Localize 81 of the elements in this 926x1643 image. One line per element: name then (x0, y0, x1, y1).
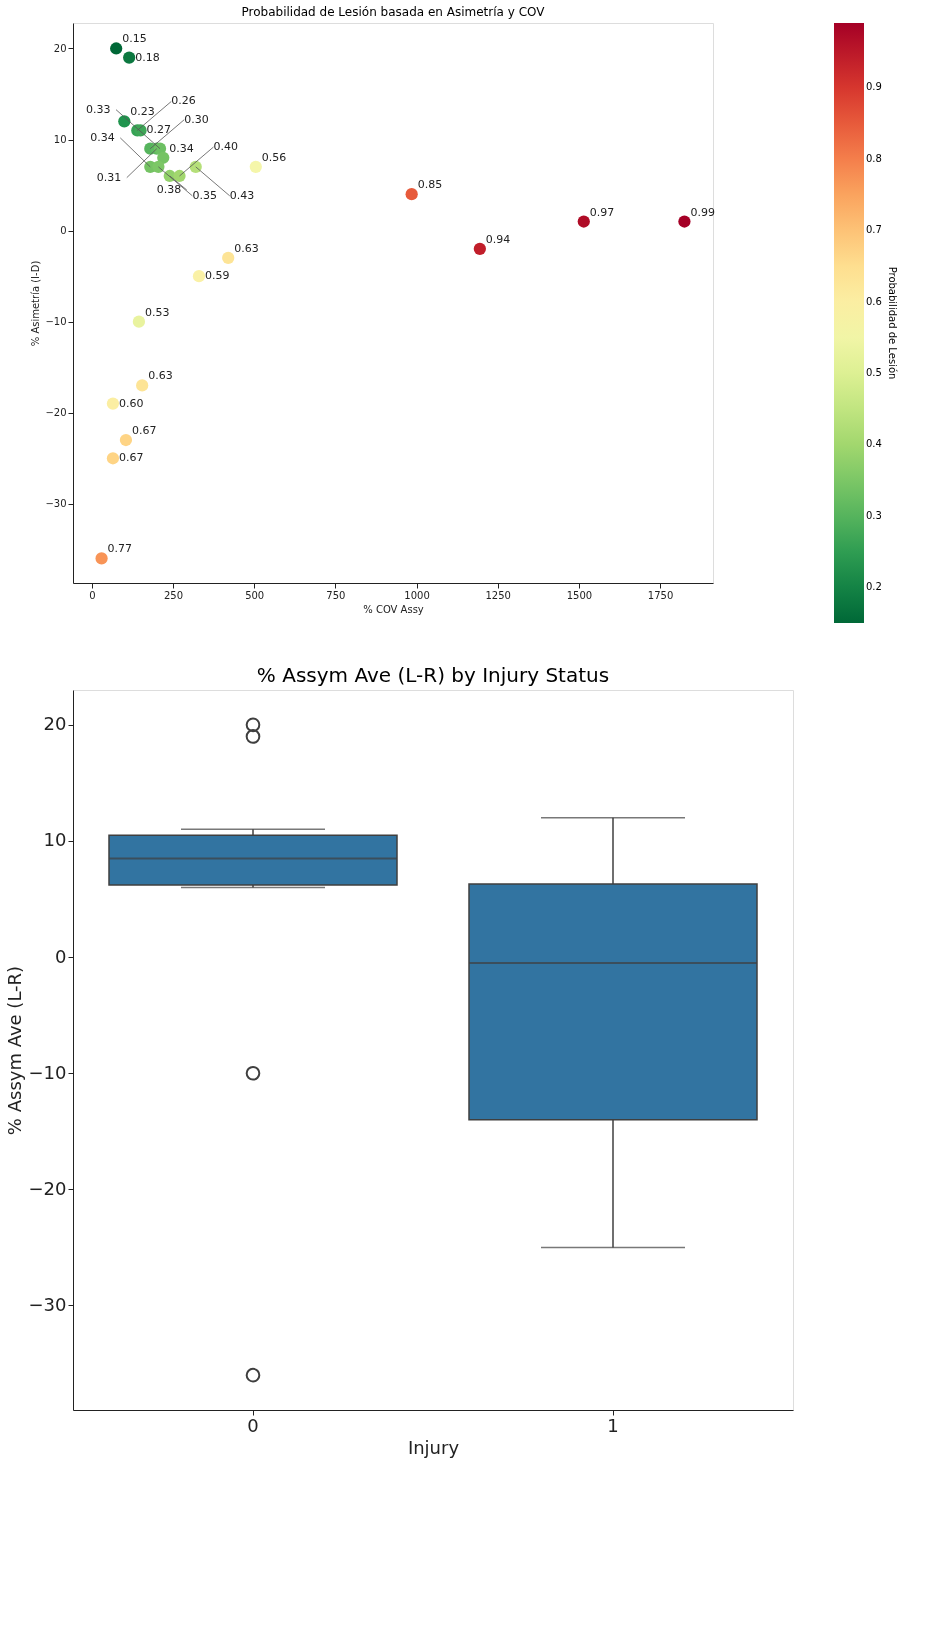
x-axis-title: % COV Assy (363, 603, 424, 615)
point (119, 433, 133, 447)
point (106, 397, 120, 410)
annotation: 0.15 (122, 32, 147, 46)
annotation: 0.99 (690, 205, 715, 219)
annotation: 0.23 (130, 105, 155, 119)
x-tick-label: 500 (245, 589, 265, 601)
annotation: 0.31 (96, 170, 122, 184)
x-tick-label: 750 (326, 589, 346, 601)
y-tick-label: 20 (43, 713, 67, 735)
point (678, 215, 691, 228)
annotation: 0.85 (417, 178, 443, 192)
color-bar-label: 0.6 (866, 295, 882, 307)
y-tick-label: −10 (45, 316, 67, 328)
x-tick-label: 1750 (647, 589, 674, 601)
x-axis-title: Injury (407, 1436, 460, 1458)
point (123, 51, 136, 64)
point (222, 251, 235, 265)
color-bar-title: Probabilidad de Lesión (887, 266, 898, 380)
annotation: 0.34 (169, 141, 194, 155)
chart-title: % Assym Ave (L-R) by Injury Status (256, 663, 610, 687)
annotation: 0.97 (589, 205, 615, 219)
point (249, 160, 262, 173)
point (577, 215, 590, 228)
x-tick-label: 1000 (404, 589, 430, 601)
annotation: 0.43 (229, 188, 255, 202)
annotation: 0.53 (144, 305, 170, 319)
point (106, 452, 120, 465)
x-tick-label: 250 (163, 589, 184, 601)
annotation: 0.34 (90, 130, 115, 144)
color-bar-label: 0.9 (866, 81, 882, 93)
color-bar-label: 0.5 (866, 367, 882, 378)
point (132, 315, 146, 328)
color-bar-label: 0.7 (866, 224, 882, 236)
y-tick-label: −30 (28, 1293, 67, 1315)
annotation: 0.26 (171, 94, 196, 108)
x-tick-label: 0 (89, 589, 96, 601)
color-bar-label: 0.4 (866, 438, 882, 450)
annotation: 0.67 (118, 451, 144, 465)
annotation: 0.27 (146, 123, 172, 137)
annotation: 0.40 (213, 139, 238, 153)
annotation: 0.59 (204, 269, 230, 283)
point (110, 42, 123, 55)
annotation: 0.56 (261, 150, 287, 164)
annotation: 0.33 (86, 102, 111, 116)
color-bar-label: 0.3 (866, 509, 882, 521)
y-tick-label: −20 (45, 407, 67, 419)
y-tick-label: 10 (43, 829, 67, 851)
y-tick-label: 0 (60, 225, 67, 237)
annotation: 0.30 (184, 112, 209, 126)
point (473, 242, 486, 255)
chart-title: Probabilidad de Lesión basada en Asimetría y COV (241, 5, 546, 19)
annotation: 0.94 (485, 232, 511, 246)
y-tick-label: 0 (55, 945, 67, 967)
annotation: 0.38 (156, 182, 182, 196)
x-tick-label: 1 (607, 1414, 619, 1436)
annotation: 0.63 (234, 241, 259, 255)
y-tick-label: −10 (28, 1061, 67, 1083)
point (95, 552, 108, 565)
annotation: 0.77 (107, 542, 133, 556)
annotation: 0.63 (148, 369, 173, 383)
x-tick-label: 1500 (566, 589, 593, 601)
annotation: 0.67 (131, 424, 157, 438)
y-tick-label: 20 (53, 43, 67, 54)
point (173, 169, 186, 183)
y-axis-title: % Assym Ave (L-R) (3, 965, 25, 1136)
point (152, 160, 165, 173)
annotation: 0.18 (135, 50, 160, 64)
y-axis-title: % Asimetría (I-D) (30, 260, 42, 347)
y-tick-label: 10 (53, 134, 67, 146)
color-bar-label: 0.8 (866, 152, 882, 164)
y-tick-label: −20 (28, 1177, 67, 1199)
color-bar-label: 0.2 (866, 581, 882, 593)
x-tick-label: 1250 (485, 589, 511, 601)
annotation: 0.60 (118, 396, 144, 410)
point (405, 188, 418, 201)
point (136, 379, 149, 392)
y-tick-label: −30 (45, 498, 67, 510)
point (157, 151, 170, 164)
annotation: 0.35 (192, 188, 217, 202)
point (192, 270, 206, 283)
